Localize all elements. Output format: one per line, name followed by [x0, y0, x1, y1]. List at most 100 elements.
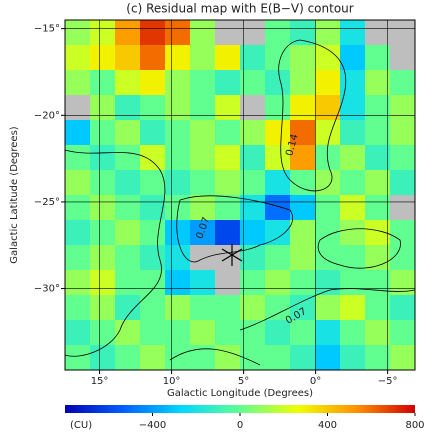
heatmap-cell [90, 220, 116, 246]
heatmap-cell [265, 120, 291, 146]
heatmap-cell [190, 195, 216, 221]
heatmap-cell [215, 145, 241, 171]
heatmap-cell [90, 120, 116, 146]
heatmap-cell [190, 20, 216, 46]
heatmap-cell [265, 170, 291, 196]
heatmap-cell [90, 45, 116, 71]
heatmap-cell [240, 195, 266, 221]
heatmap-cell [390, 245, 416, 271]
heatmap-cell [65, 245, 91, 271]
heatmap-cell [165, 45, 191, 71]
heatmap-cell [290, 70, 316, 96]
heatmap-cell [240, 95, 266, 121]
heatmap-cell [140, 45, 166, 71]
heatmap-cell [315, 120, 341, 146]
heatmap-cell [115, 345, 141, 371]
heatmap-cell [240, 145, 266, 171]
heatmap-cell [215, 320, 241, 346]
heatmap-cell [265, 320, 291, 346]
heatmap-cell [315, 20, 341, 46]
heatmap-cell [390, 45, 416, 71]
heatmap-cell [190, 170, 216, 196]
heatmap-cell [340, 220, 366, 246]
colorbar-tick-label: 0 [237, 420, 243, 431]
heatmap-cell [340, 70, 366, 96]
heatmap-cell [315, 45, 341, 71]
heatmap-cell [190, 70, 216, 96]
heatmap-cell [115, 20, 141, 46]
heatmap-cell [215, 170, 241, 196]
heatmap-cell [340, 145, 366, 171]
heatmap-cell [140, 170, 166, 196]
colorbar-title: (CU) [70, 420, 92, 431]
plot-frame [64, 19, 416, 371]
heatmap-cell [165, 170, 191, 196]
heatmap-cell [165, 145, 191, 171]
heatmap-cell [240, 20, 266, 46]
heatmap-cell [215, 95, 241, 121]
heatmap-cell [90, 345, 116, 371]
heatmap-cell [215, 270, 241, 296]
contour-line [169, 348, 261, 366]
heatmap-cell [115, 120, 141, 146]
heatmap-cell [190, 95, 216, 121]
heatmap-cell [140, 145, 166, 171]
heatmap-cell [215, 120, 241, 146]
heatmap-cell [115, 295, 141, 321]
colorbar [65, 405, 415, 413]
heatmap-cell [265, 345, 291, 371]
x-axis-title: Galactic Longitude (Degrees) [167, 388, 313, 399]
contour-line [239, 288, 416, 331]
contour-line [278, 39, 347, 192]
heatmap-cell [365, 295, 391, 321]
heatmap-cell [365, 345, 391, 371]
heatmap-cell [390, 295, 416, 321]
x-tick-label: 15° [91, 376, 109, 387]
heatmap-cell [340, 45, 366, 71]
heatmap-cell [340, 20, 366, 46]
heatmap-cell [265, 70, 291, 96]
heatmap-cell [65, 70, 91, 96]
heatmap-cell [340, 95, 366, 121]
chart-title: (c) Residual map with E(B−V) contour [126, 2, 353, 16]
heatmap-cell [190, 45, 216, 71]
heatmap-cell [340, 270, 366, 296]
heatmap-cell [290, 195, 316, 221]
heatmap-cell [65, 45, 91, 71]
heatmap-cell [315, 95, 341, 121]
heatmap-cell [390, 70, 416, 96]
heatmap-cell [240, 170, 266, 196]
heatmap-cell [390, 345, 416, 371]
heatmap-cell [65, 95, 91, 121]
heatmap-cell [190, 145, 216, 171]
heatmap-cell [140, 295, 166, 321]
heatmap-cell [365, 145, 391, 171]
heatmap-cell [290, 145, 316, 171]
heatmap-cell [90, 20, 116, 46]
source-marker [221, 244, 243, 266]
heatmap-cell [240, 295, 266, 321]
heatmap-cell [65, 345, 91, 371]
heatmap-cell [315, 295, 341, 321]
heatmap-cell [165, 95, 191, 121]
heatmap-cell [240, 270, 266, 296]
heatmap-cell [90, 145, 116, 171]
heatmap-cell [215, 220, 241, 246]
heatmap-cell [290, 20, 316, 46]
x-tick-label: 5° [238, 376, 249, 387]
heatmap-cell [240, 120, 266, 146]
heatmap-cell [290, 95, 316, 121]
heatmap-cell [265, 20, 291, 46]
heatmap-cell [115, 70, 141, 96]
heatmap-cell [165, 320, 191, 346]
heatmap-cell [390, 220, 416, 246]
heatmap-cell [340, 295, 366, 321]
heatmap-cell [165, 245, 191, 271]
heatmap-cell [365, 95, 391, 121]
heatmap-cell [265, 245, 291, 271]
x-tick-label: −5° [378, 376, 398, 387]
colorbar-tick-label: −400 [139, 420, 166, 431]
heatmap-cell [65, 145, 91, 171]
